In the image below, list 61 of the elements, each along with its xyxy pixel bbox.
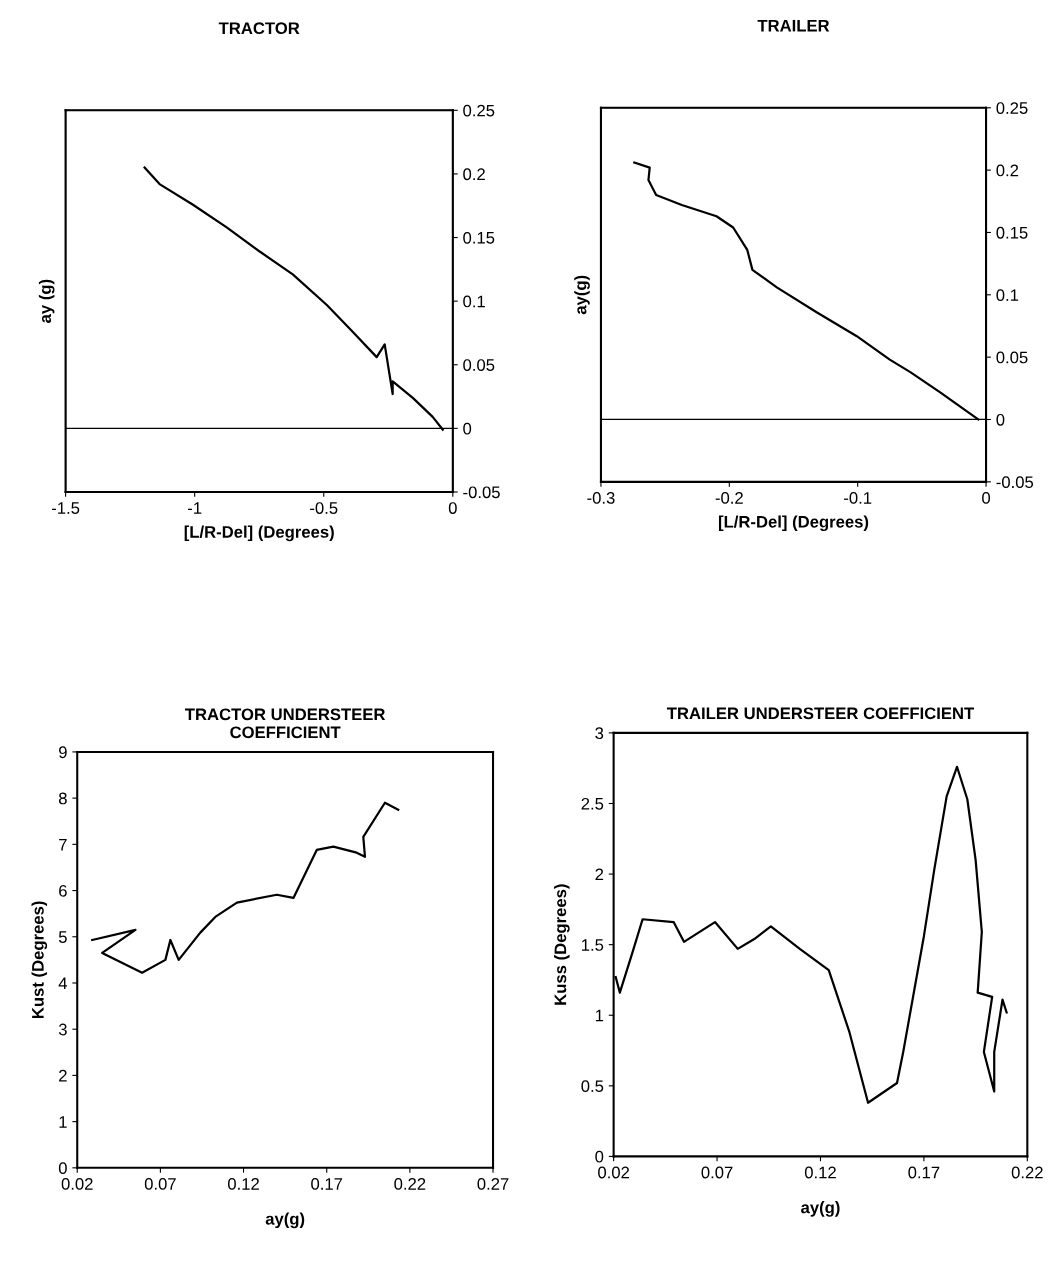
y-axis-title: Kust (Degrees) <box>31 901 48 1019</box>
x-tick-label: 0 <box>448 502 457 514</box>
y2-tick-label: 0.2 <box>463 168 485 181</box>
y2-tick-label: 0.15 <box>996 226 1028 239</box>
y-tick-label: 2.5 <box>581 797 604 810</box>
x-tick-label: 0.07 <box>701 1166 733 1179</box>
x-tick-label: -1.5 <box>51 502 80 514</box>
x-tick-label: -0.2 <box>715 492 743 504</box>
y2-tick-label: 0.25 <box>463 104 495 117</box>
x-tick-label: 0.17 <box>311 1177 343 1190</box>
y-tick-label: 2 <box>595 868 604 881</box>
y2-tick-label: 0.05 <box>463 359 495 371</box>
y2-tick-label: 0 <box>996 413 1005 426</box>
x-tick-label: 0.02 <box>598 1166 630 1179</box>
x-tick-label: 0 <box>982 492 991 504</box>
x-axis-title: [L/R-Del] (Degrees) <box>718 515 869 532</box>
x-axis-title: [L/R-Del] (Degrees) <box>184 525 334 542</box>
y-tick-label: 0 <box>595 1150 604 1163</box>
x-tick-label: -1 <box>188 502 202 514</box>
x-tick-label: -0.1 <box>844 492 872 504</box>
y-tick-label: 3 <box>58 1023 67 1036</box>
x-tick-label: -0.3 <box>587 492 615 504</box>
y2-tick-label: -0.05 <box>463 486 500 499</box>
x-tick-label: 0.07 <box>144 1177 176 1190</box>
y-tick-label: 0.5 <box>581 1080 604 1093</box>
y2-tick-label: 0.1 <box>463 295 485 308</box>
chart-title: TRAILER <box>757 19 830 32</box>
y2-tick-label: 0.15 <box>463 231 495 244</box>
y2-tick-label: -0.05 <box>996 476 1034 489</box>
y-tick-label: 8 <box>58 792 67 805</box>
x-axis-title: ay(g) <box>801 1201 840 1217</box>
x-tick-label: 0.27 <box>477 1177 509 1190</box>
y-tick-label: 4 <box>58 977 68 990</box>
y2-tick-label: 0 <box>463 422 472 435</box>
x-tick-label: 0.12 <box>804 1166 836 1179</box>
x-tick-label: 0.17 <box>908 1166 940 1179</box>
y-tick-label: 7 <box>59 838 67 851</box>
y2-tick-label: 0.05 <box>996 351 1028 364</box>
x-axis-title: ay(g) <box>265 1212 305 1229</box>
y-tick-label: 9 <box>59 746 67 759</box>
y-tick-label: 1.5 <box>582 939 604 951</box>
x-tick-label: 0.12 <box>227 1177 259 1190</box>
chart-title: TRACTOR UNDERSTEER COEFFICIENT <box>185 708 386 739</box>
y-tick-label: 5 <box>58 931 67 943</box>
y-axis-title: ay (g) <box>38 279 55 323</box>
y2-tick-label: 0.1 <box>996 289 1019 302</box>
y-tick-label: 1 <box>595 1009 604 1022</box>
chart-title: TRAILER UNDERSTEER COEFFICIENT <box>666 707 975 720</box>
x-tick-label: 0.22 <box>394 1177 426 1190</box>
x-tick-label: 0.02 <box>61 1177 93 1190</box>
y-axis-title: ay(g) <box>574 275 590 315</box>
y2-tick-label: 0.2 <box>996 164 1019 177</box>
chart-title: TRACTOR <box>218 22 300 35</box>
y-tick-label: 2 <box>59 1069 67 1082</box>
x-tick-label: -0.5 <box>310 502 338 514</box>
y-axis-title: Kuss (Degrees) <box>554 884 570 1005</box>
x-tick-label: 0.22 <box>1011 1166 1043 1179</box>
y-tick-label: 1 <box>59 1116 67 1128</box>
y2-tick-label: 0.25 <box>996 102 1028 114</box>
y-tick-label: 6 <box>59 884 67 897</box>
y-tick-label: 3 <box>595 727 604 740</box>
